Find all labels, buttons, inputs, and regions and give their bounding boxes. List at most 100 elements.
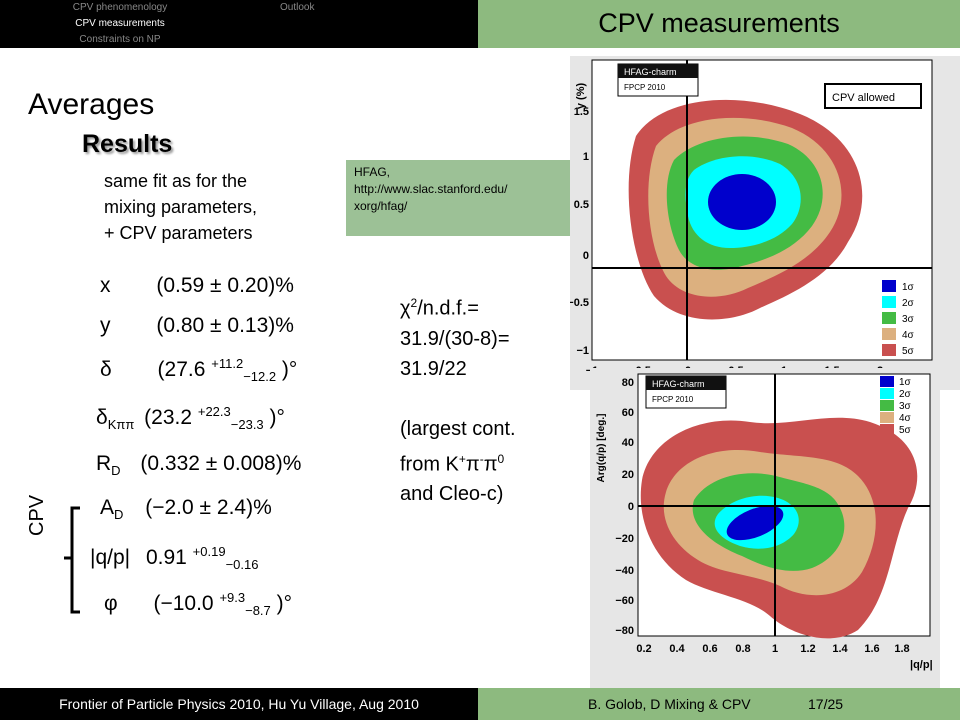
param-value: (0.332 ± 0.008)% — [140, 452, 302, 475]
cpv-allowed-badge — [824, 83, 922, 109]
param-value: (27.6 — [157, 358, 212, 381]
chi-symbol: χ — [400, 297, 411, 320]
param-value: (0.80 ± 0.13)% — [156, 314, 294, 337]
nav-item-outlook[interactable]: Outlook — [280, 2, 315, 13]
chi2-text: π — [483, 453, 498, 476]
param-err-down: −12.2 — [243, 369, 277, 385]
chi2-line: and Cleo-c) — [400, 483, 504, 506]
x-ticks: 0.2 0.4 0.6 0.8 1 1.2 1.4 1.6 1.8 — [636, 643, 909, 655]
param-err-down: −23.3 — [230, 417, 264, 433]
param-symbol: R — [96, 452, 112, 475]
x-tick: 1.2 — [800, 643, 815, 655]
y-tick: −0.5 — [570, 297, 589, 309]
y-tick: −80 — [615, 625, 634, 637]
hfag-line: xorg/hfag/ — [354, 199, 408, 213]
desc-line: + CPV parameters — [104, 223, 253, 243]
y-ticks: 80 60 40 20 0 −20 −40 −60 −80 — [615, 377, 634, 637]
legend-swatch — [880, 400, 894, 411]
param-err-up: +9.3 — [219, 590, 246, 605]
footer-page-number: 17/25 — [808, 696, 844, 712]
param-delta-kpipi: δKππ (23.2 +22.3−23.3 )° — [96, 404, 285, 432]
contour-1sigma — [726, 505, 784, 541]
x-tick: 0.6 — [702, 643, 717, 655]
legend-label: 5σ — [899, 425, 912, 436]
footer-right: B. Golob, D Mixing & CPV 17/25 — [478, 688, 960, 720]
cpv-allowed-text: CPV allowed — [832, 92, 895, 104]
param-symbol: φ — [104, 592, 118, 615]
hfag-logo-band — [646, 376, 726, 390]
y-tick: −60 — [615, 595, 634, 607]
param-delta: δ (27.6 +11.2−12.2 )° — [100, 356, 297, 384]
param-symbol: |q/p| — [90, 546, 131, 569]
param-close: )° — [270, 592, 293, 615]
legend: 1σ 2σ 3σ 4σ 5σ — [880, 376, 912, 436]
legend-swatch — [880, 424, 894, 435]
frame-title: CPV measurements — [598, 8, 840, 38]
param-value: (−10.0 — [153, 592, 220, 615]
y-tick: 1 — [583, 151, 589, 163]
legend-label: 3σ — [899, 401, 912, 412]
hfag-logo: HFAG-charm — [652, 379, 705, 389]
y-axis-label: y (%) — [575, 83, 587, 110]
y-tick: 80 — [622, 377, 634, 389]
nav-item-constraints-on-np[interactable]: Constraints on NP — [79, 34, 161, 45]
chi2-line: 31.9/(30-8)= — [400, 327, 510, 350]
legend-swatch — [882, 280, 896, 292]
slide-body: Averages Results same fit as for the mix… — [0, 48, 960, 688]
section-nav: CPV phenomenology CPV measurements Const… — [0, 0, 480, 48]
y-axis-label: Arg(q/p) [deg.] — [596, 414, 607, 483]
chi2-sup: 0 — [497, 451, 505, 466]
legend-label: 3σ — [902, 314, 915, 325]
legend-label: 5σ — [902, 346, 915, 357]
hfag-line: HFAG, — [354, 165, 391, 179]
param-err-up: +0.19 — [192, 544, 226, 559]
legend-label: 2σ — [899, 389, 912, 400]
param-err-down: −8.7 — [245, 603, 271, 619]
param-symbol: x — [100, 274, 111, 297]
hfag-link[interactable]: http://www.slac.stanford.edu/ — [354, 182, 508, 196]
chi2-text: from K — [400, 453, 459, 476]
y-tick: 20 — [622, 469, 634, 481]
x-tick: 1.8 — [894, 643, 909, 655]
legend-label: 4σ — [902, 330, 915, 341]
y-tick: 40 — [622, 437, 634, 449]
nav-item-cpv-phenomenology[interactable]: CPV phenomenology — [72, 2, 168, 13]
x-tick: 0.2 — [636, 643, 651, 655]
qp-phi-contour-plot: Arg(q/p) [deg.] |q/p| HFAG-charm FPCP 20… — [590, 368, 940, 688]
param-close: )° — [263, 406, 285, 429]
param-value: (−2.0 ± 2.4)% — [145, 496, 272, 519]
nav-item-cpv-measurements[interactable]: CPV measurements — [75, 18, 165, 29]
chi2-line: (largest cont. — [400, 417, 516, 440]
footer-conference: Frontier of Particle Physics 2010, Hu Yu… — [59, 696, 419, 712]
x-tick: 0.8 — [735, 643, 750, 655]
y-tick: 60 — [622, 407, 634, 419]
param-qp: |q/p| 0.91 +0.19−0.16 — [90, 544, 258, 572]
param-value: 0.91 — [145, 546, 193, 569]
legend-swatch — [882, 296, 896, 308]
chi2-text: π — [465, 453, 480, 476]
fit-description: same fit as for the mixing parameters, +… — [104, 168, 257, 246]
param-symbol: A — [100, 496, 115, 519]
footer: Frontier of Particle Physics 2010, Hu Yu… — [0, 688, 960, 720]
param-x: x (0.59 ± 0.20)% — [100, 274, 294, 298]
param-err-up: +22.3 — [197, 404, 231, 419]
chi2-sup: - — [479, 451, 484, 466]
param-symbol: y — [100, 314, 111, 337]
param-value: (0.59 ± 0.20)% — [156, 274, 294, 297]
param-err-up: +11.2 — [211, 356, 244, 371]
legend-label: 1σ — [899, 377, 912, 388]
xy-contour-plot: y (%) HFAG-charm FPCP 2010 CPV allowed 1… — [570, 56, 960, 390]
footer-author: B. Golob, D Mixing & CPV — [588, 696, 751, 712]
spacer — [400, 384, 516, 414]
chi2-sup: + — [458, 451, 466, 466]
legend: 1σ 2σ 3σ 4σ 5σ — [882, 280, 915, 357]
legend-label: 4σ — [899, 413, 912, 424]
legend-label: 1σ — [902, 282, 915, 293]
chi2-line: χ2/n.d.f.= — [400, 288, 516, 324]
param-y: y (0.80 ± 0.13)% — [100, 314, 294, 338]
param-rd: RD (0.332 ± 0.008)% — [96, 452, 301, 478]
x-tick: 1 — [772, 643, 778, 655]
legend-label: 2σ — [902, 298, 915, 309]
legend-swatch — [882, 312, 896, 324]
param-symbol: δ — [96, 406, 108, 429]
